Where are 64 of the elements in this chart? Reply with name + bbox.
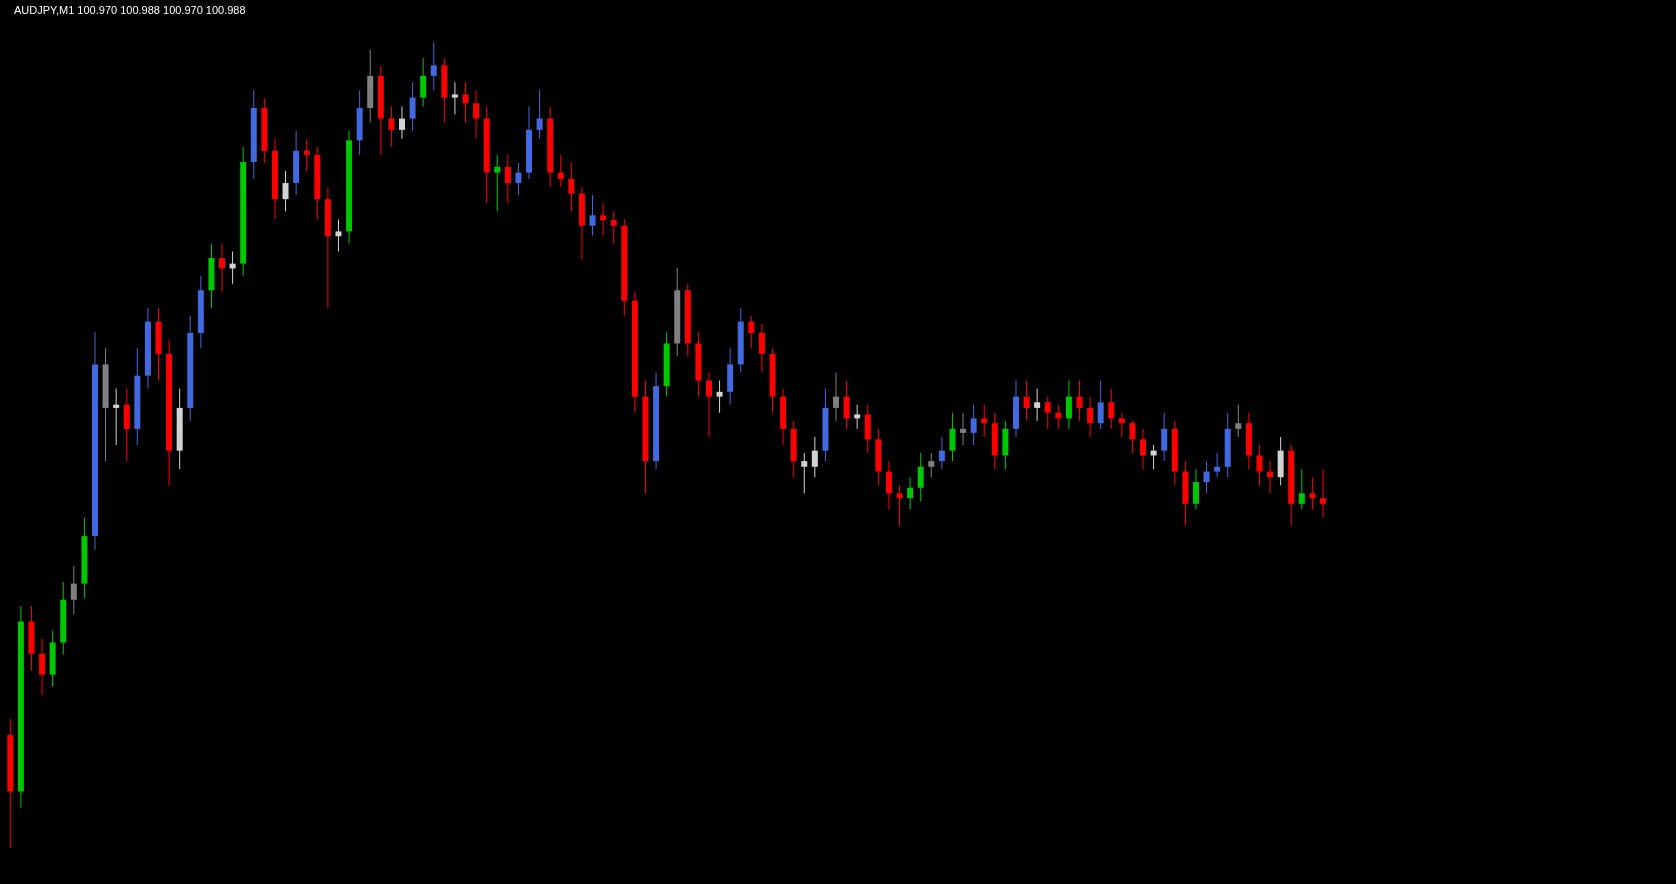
candlestick	[843, 380, 850, 430]
candlestick	[282, 170, 289, 212]
candlestick	[758, 323, 765, 373]
candlestick	[928, 452, 935, 478]
candlestick	[1319, 468, 1326, 519]
candlestick	[420, 57, 427, 107]
candlestick	[896, 484, 903, 527]
candlestick	[801, 452, 808, 494]
candlestick	[1108, 388, 1115, 430]
candlestick	[303, 138, 310, 172]
candlestick	[610, 210, 617, 244]
candlestick	[1192, 468, 1199, 510]
candlestick	[409, 81, 416, 132]
candlestick	[219, 243, 226, 293]
candlestick	[536, 89, 543, 140]
candlestick	[1235, 404, 1242, 438]
candlestick	[938, 436, 945, 470]
candlestick	[39, 637, 46, 696]
candlestick	[462, 81, 469, 124]
candlestick	[1023, 380, 1030, 422]
candlestick	[430, 41, 437, 91]
candlestick	[1087, 396, 1094, 438]
candlestick	[907, 476, 914, 510]
candlestick	[1161, 412, 1168, 462]
chart-title: AUDJPY,M1 100.970 100.988 100.970 100.988	[14, 3, 246, 16]
candlestick	[1309, 476, 1316, 510]
candlestick	[1298, 468, 1305, 510]
candlestick	[960, 412, 967, 446]
candlestick	[811, 436, 818, 478]
candlestick	[473, 89, 480, 140]
candlestick	[1076, 380, 1083, 422]
candlestick	[335, 218, 342, 253]
candlestick	[885, 460, 892, 510]
candlestick	[568, 162, 575, 212]
candlestick	[504, 154, 511, 204]
candlestick	[705, 371, 712, 438]
candlestick	[557, 154, 564, 188]
candlestick	[600, 202, 607, 236]
candlestick	[854, 404, 861, 430]
candlestick	[589, 194, 596, 236]
candlestick	[1214, 452, 1221, 478]
candlestick	[1203, 460, 1210, 494]
candlestick	[1097, 380, 1104, 430]
candlestick	[515, 162, 522, 196]
candlestick	[1034, 388, 1041, 422]
candlestick	[949, 412, 956, 462]
candlestick	[917, 452, 924, 502]
candlestick	[113, 388, 120, 446]
candlestick	[388, 105, 395, 148]
candlestick	[981, 404, 988, 438]
candlestick	[1140, 428, 1147, 470]
candlestick	[716, 380, 723, 414]
candlestick	[1256, 444, 1263, 486]
candlestick	[1118, 412, 1125, 438]
candlestick	[970, 404, 977, 446]
candlestick	[1044, 396, 1051, 430]
candlestick	[70, 565, 77, 615]
candlestick	[748, 315, 755, 349]
candlestick	[398, 105, 405, 140]
candlestick	[494, 154, 501, 212]
candlestick	[1129, 420, 1136, 454]
candlestick	[1065, 380, 1072, 430]
candlestick	[451, 81, 458, 116]
candlestick	[833, 371, 840, 422]
